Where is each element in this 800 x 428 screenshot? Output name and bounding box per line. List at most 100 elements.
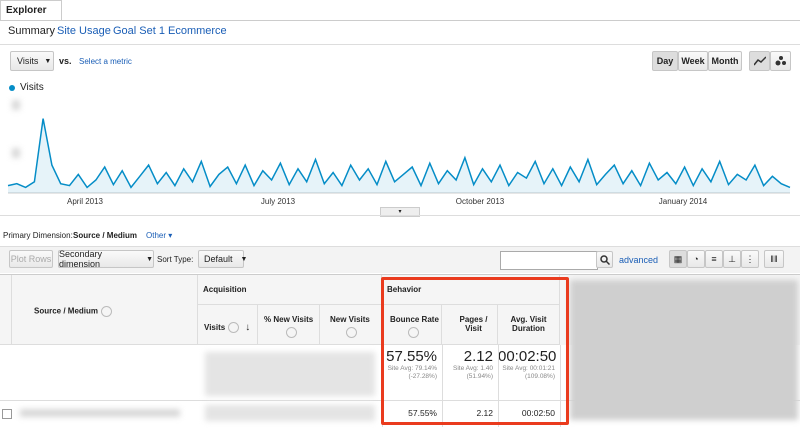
blurred-cell — [205, 352, 375, 396]
resize-handle[interactable]: ▾ — [380, 207, 420, 217]
table-cell: 2.12 — [476, 408, 493, 418]
plot-rows[interactable]: Plot Rows — [9, 250, 53, 268]
view-button[interactable]: ≡ — [705, 250, 723, 268]
period-button[interactable]: Day — [652, 51, 678, 71]
line — [7, 118, 791, 189]
advanced-link[interactable]: advanced — [619, 255, 659, 265]
table-cell: 57.55% — [408, 408, 437, 418]
view-button[interactable]: ⊥ — [723, 250, 741, 268]
period-button[interactable]: Month — [708, 51, 742, 71]
subtab[interactable]: Ecommerce — [168, 25, 227, 37]
view-button[interactable]: ‖‖ — [764, 250, 784, 268]
view-button[interactable]: ◔ — [687, 250, 705, 268]
site-avg-value: 79.14% — [414, 365, 437, 372]
site-avg: Site Avg: 79.14% — [382, 365, 437, 373]
column-label: New Visits — [330, 315, 370, 324]
column-divider — [442, 345, 443, 427]
site-avg-value: 1.40 — [480, 365, 493, 372]
site-avg: Site Avg: 00:01:21 — [498, 365, 555, 373]
column-label: Avg. Visit Duration — [510, 315, 547, 333]
column-label: Source / Medium — [34, 306, 99, 316]
divider — [0, 20, 800, 21]
group-header: Behavior — [382, 275, 560, 305]
line-chart-button[interactable] — [749, 51, 770, 71]
subtab[interactable]: Goal Set 1 — [113, 25, 165, 37]
row-checkbox[interactable] — [2, 409, 12, 419]
help-icon — [286, 327, 297, 338]
column-header[interactable]: % New Visits — [258, 305, 320, 345]
summary-value: 00:02:50 — [498, 348, 557, 365]
site-avg-diff: (109.08%) — [525, 373, 555, 380]
metric-dropdown[interactable]: Visits ▼ — [10, 51, 54, 71]
help-icon — [228, 322, 240, 334]
site-avg: Site Avg: 1.40 — [442, 365, 493, 373]
column-header[interactable]: Avg. Visit Duration — [498, 305, 560, 345]
x-label: October 2013 — [456, 197, 505, 206]
sort: Default — [204, 254, 233, 264]
group-header: Acquisition — [198, 275, 382, 305]
chart: April 2013 July 2013 October 2013 January 2… — [7, 118, 791, 206]
site-avg-label: Site Avg: — [502, 365, 528, 372]
subtab[interactable]: Site Usage — [57, 25, 111, 37]
summary-cell: 2.12 Site Avg: 1.40 (51.94%) — [442, 348, 493, 380]
column-label: Visits — [204, 323, 226, 332]
x-label: April 2013 — [67, 197, 104, 206]
tab[interactable]: Explorer — [0, 0, 62, 20]
checkbox-header — [0, 275, 12, 345]
help-icon — [101, 306, 113, 317]
dimension-other[interactable]: Other ▾ — [146, 231, 173, 240]
select-metric[interactable]: Select a metric — [79, 57, 132, 66]
site-avg-diff: (-27.28%) — [408, 373, 437, 380]
vs: vs. — [59, 56, 72, 66]
column-header[interactable]: Pages / Visit — [442, 305, 498, 345]
site-avg-label: Site Avg: — [452, 365, 479, 372]
help-icon — [408, 327, 419, 338]
blurred-axis — [12, 100, 20, 110]
highlight-box — [381, 277, 569, 425]
secondary-dimension[interactable]: Secondary dimension ▼ — [58, 249, 154, 269]
site-avg-diff: (51.94%) — [466, 373, 493, 380]
view-button[interactable]: ⋮ — [741, 250, 759, 268]
search-input[interactable] — [500, 251, 598, 270]
legend-dot — [9, 85, 15, 91]
icon — [775, 56, 786, 66]
site-avg-value: 00:01:21 — [529, 365, 555, 372]
search-button[interactable] — [596, 251, 613, 268]
icon — [599, 254, 610, 265]
secondary: Secondary dimension — [59, 249, 103, 269]
help-icon — [346, 327, 357, 338]
dimension-label: Primary Dimension: — [3, 231, 73, 240]
site-avg-label: Site Avg: — [387, 365, 414, 372]
column-label: Bounce Rate — [390, 315, 439, 324]
subtab[interactable]: Summary — [8, 25, 56, 37]
sort-dropdown[interactable]: Default ▼ — [198, 250, 247, 268]
blurred-cell — [20, 409, 180, 417]
summary-value: 57.55% — [386, 348, 437, 365]
summary-cell: 00:02:50 Site Avg: 00:01:21 (109.08%) — [498, 348, 557, 380]
column-label: Pages / Visit — [459, 315, 488, 333]
area — [8, 118, 790, 193]
column-header[interactable]: Source / Medium — [12, 275, 198, 345]
column-divider — [498, 345, 499, 427]
x-label: July 2013 — [261, 197, 296, 206]
view-button[interactable]: ▦ — [669, 250, 687, 268]
period-button[interactable]: Week — [678, 51, 708, 71]
blurred-columns — [570, 280, 798, 420]
summary-value: 2.12 — [463, 348, 493, 365]
dimension-active[interactable]: Source / Medium — [73, 231, 138, 240]
table-cell: 00:02:50 — [521, 408, 555, 418]
other: Other — [146, 231, 167, 240]
blurred-axis — [12, 148, 20, 158]
metric: Visits — [17, 56, 39, 66]
divider — [0, 44, 800, 45]
motion-chart-button[interactable] — [770, 51, 791, 71]
blurred-cell — [205, 405, 375, 421]
column-header[interactable]: New Visits — [320, 305, 382, 345]
sort-label: Sort Type: — [157, 255, 194, 264]
column-header[interactable]: Visits ↓ — [198, 305, 258, 345]
x-label: January 2014 — [659, 197, 708, 206]
legend-label: Visits — [20, 82, 44, 93]
column-label: % New Visits — [264, 315, 314, 324]
column-header[interactable]: Bounce Rate — [382, 305, 442, 345]
